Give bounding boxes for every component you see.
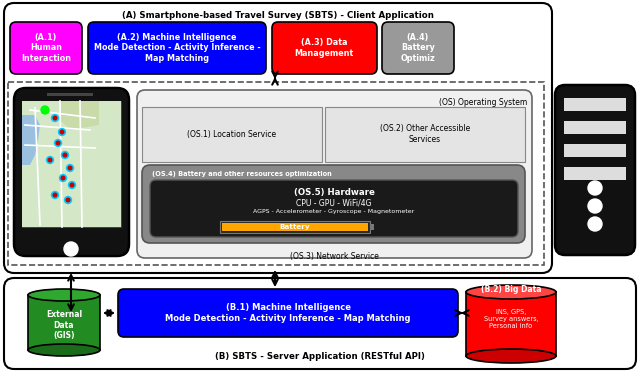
Text: (B.2) Big Data: (B.2) Big Data (481, 285, 541, 295)
Text: Battery: Battery (280, 224, 310, 230)
Circle shape (65, 197, 72, 204)
FancyBboxPatch shape (118, 289, 458, 337)
Polygon shape (60, 101, 99, 130)
Circle shape (53, 116, 57, 120)
FancyBboxPatch shape (14, 88, 129, 256)
Circle shape (47, 157, 54, 163)
Circle shape (66, 198, 70, 202)
Bar (466, 292, 556, 356)
Circle shape (60, 130, 64, 134)
Circle shape (588, 181, 602, 195)
Circle shape (53, 193, 57, 197)
FancyBboxPatch shape (555, 85, 635, 255)
Bar (564, 98, 626, 111)
Circle shape (64, 242, 78, 256)
Text: (B.1) Machine Intelligence
Mode Detection - Activity Inference - Map Matching: (B.1) Machine Intelligence Mode Detectio… (165, 303, 411, 323)
Text: (OS.1) Location Service: (OS.1) Location Service (188, 129, 276, 138)
Circle shape (48, 158, 52, 162)
Circle shape (68, 182, 76, 188)
Bar (22, 101, 121, 227)
Bar (325, 107, 525, 162)
Circle shape (68, 166, 72, 170)
Bar (8, 82, 544, 265)
Circle shape (51, 115, 58, 122)
Bar (22, 101, 121, 227)
Bar (564, 167, 626, 180)
FancyBboxPatch shape (150, 180, 518, 237)
Circle shape (63, 153, 67, 157)
FancyBboxPatch shape (4, 278, 636, 369)
Bar (564, 144, 626, 157)
Ellipse shape (466, 349, 556, 363)
FancyBboxPatch shape (10, 22, 82, 74)
Circle shape (58, 129, 65, 135)
Text: (B) SBTS - Server Application (RESTful API): (B) SBTS - Server Application (RESTful A… (215, 352, 425, 361)
Circle shape (70, 183, 74, 187)
Bar (370, 224, 374, 230)
Circle shape (588, 199, 602, 213)
Circle shape (61, 176, 65, 180)
FancyBboxPatch shape (137, 90, 532, 258)
Ellipse shape (466, 285, 556, 299)
Ellipse shape (28, 289, 100, 301)
Circle shape (56, 141, 60, 145)
Text: (A.2) Machine Intelligence
Mode Detection - Activity Inference -
Map Matching: (A.2) Machine Intelligence Mode Detectio… (93, 33, 260, 63)
Polygon shape (22, 115, 40, 165)
FancyBboxPatch shape (4, 3, 552, 273)
Text: (OS.2) Other Accessible
Services: (OS.2) Other Accessible Services (380, 124, 470, 144)
Circle shape (588, 217, 602, 231)
Circle shape (54, 140, 61, 147)
Bar (28, 295, 100, 350)
Bar (564, 121, 626, 134)
FancyBboxPatch shape (88, 22, 266, 74)
Circle shape (67, 164, 74, 172)
FancyBboxPatch shape (272, 22, 377, 74)
Bar (222, 223, 368, 231)
Bar (47, 93, 93, 96)
Text: INS, GPS,
Survey answers,
Personal info: INS, GPS, Survey answers, Personal info (484, 309, 538, 329)
Bar (220, 221, 370, 233)
Bar (142, 107, 322, 162)
Circle shape (61, 151, 68, 159)
Text: (A.1)
Human
Interaction: (A.1) Human Interaction (21, 33, 71, 63)
Text: (A) Smartphone-based Travel Survey (SBTS) - Client Application: (A) Smartphone-based Travel Survey (SBTS… (122, 11, 434, 20)
Text: External
Data
(GIS): External Data (GIS) (46, 310, 82, 340)
Text: AGPS - Accelerometer - Gyroscope - Magnetometer: AGPS - Accelerometer - Gyroscope - Magne… (253, 209, 415, 214)
FancyBboxPatch shape (142, 165, 525, 243)
FancyBboxPatch shape (382, 22, 454, 74)
Ellipse shape (28, 344, 100, 356)
Text: (OS.3) Network Service: (OS.3) Network Service (289, 252, 378, 261)
Circle shape (51, 191, 58, 198)
Text: (OS.4) Battery and other resources optimization: (OS.4) Battery and other resources optim… (152, 171, 332, 177)
Text: (OS) Operating System: (OS) Operating System (439, 98, 527, 107)
Circle shape (60, 175, 67, 182)
Text: (A.3) Data
Management: (A.3) Data Management (294, 38, 354, 58)
Text: (A.4)
Battery
Optimiz: (A.4) Battery Optimiz (401, 33, 435, 63)
Text: CPU - GPU - WiFi/4G: CPU - GPU - WiFi/4G (296, 199, 372, 208)
Text: (OS.5) Hardware: (OS.5) Hardware (294, 188, 374, 197)
Circle shape (41, 106, 49, 114)
